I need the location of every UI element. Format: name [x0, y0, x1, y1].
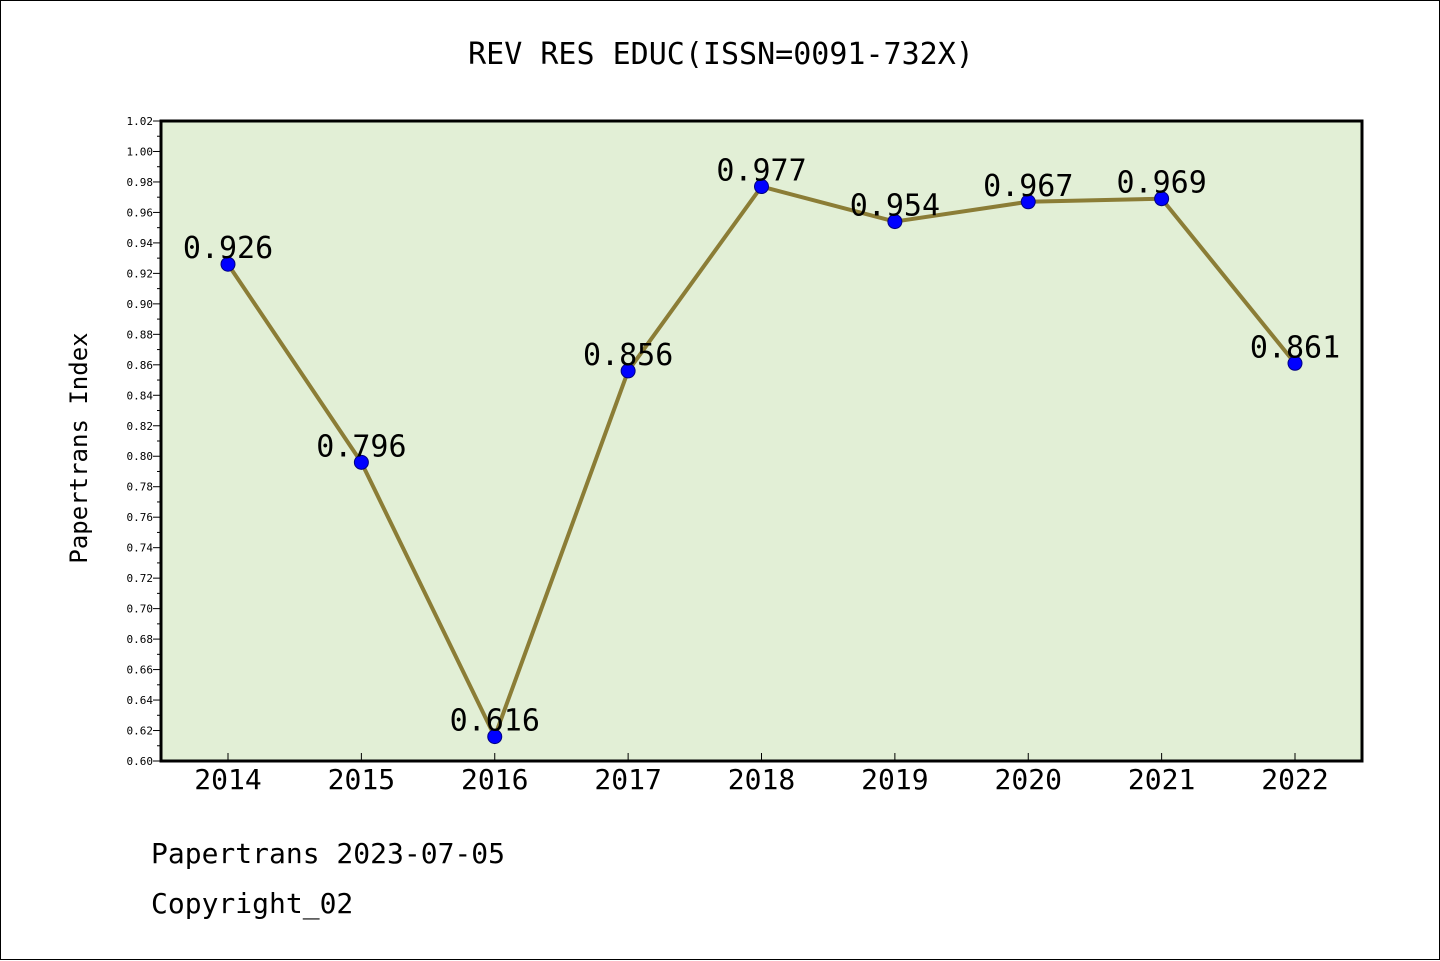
y-tick-label: 0.94 — [127, 237, 154, 250]
footer-date: Papertrans 2023-07-05 — [151, 837, 506, 870]
x-tick-label: 2022 — [1261, 763, 1328, 796]
data-label: 0.967 — [983, 169, 1073, 204]
y-axis-label: Papertrans Index — [65, 332, 93, 563]
y-tick-label: 0.76 — [127, 511, 154, 524]
data-label: 0.856 — [583, 338, 673, 373]
y-tick-label: 0.64 — [127, 694, 154, 707]
y-tick-label: 0.70 — [127, 603, 154, 616]
y-tick-label: 0.98 — [127, 176, 154, 189]
data-point — [887, 214, 903, 230]
y-tick-label: 0.62 — [127, 725, 154, 738]
y-tick-label: 0.74 — [127, 542, 154, 555]
y-tick-label: 1.02 — [127, 115, 154, 128]
y-tick-label: 0.72 — [127, 572, 154, 585]
y-tick-label: 0.84 — [127, 389, 154, 402]
data-label: 0.796 — [316, 429, 406, 464]
data-point — [353, 454, 369, 470]
x-tick-label: 2020 — [995, 763, 1062, 796]
y-tick-label: 0.66 — [127, 664, 154, 677]
data-label: 0.969 — [1116, 166, 1206, 201]
y-tick-label: 1.00 — [127, 145, 154, 158]
data-point — [1287, 355, 1303, 371]
x-tick-label: 2018 — [728, 763, 795, 796]
y-tick-label: 0.82 — [127, 420, 154, 433]
y-tick-label: 0.88 — [127, 328, 154, 341]
y-tick-label: 0.96 — [127, 206, 154, 219]
data-point — [487, 729, 503, 745]
y-tick-label: 0.86 — [127, 359, 154, 372]
y-tick-label: 0.78 — [127, 481, 154, 494]
x-tick-label: 2014 — [194, 763, 261, 796]
x-tick-label: 2017 — [594, 763, 661, 796]
y-tick-label: 0.60 — [127, 755, 154, 768]
data-point — [754, 179, 769, 195]
chart-title: REV RES EDUC(ISSN=0091-732X) — [468, 37, 974, 72]
y-tick-label: 0.80 — [127, 450, 154, 463]
plot-area — [159, 119, 1364, 763]
data-point — [620, 363, 636, 379]
data-point — [1020, 194, 1036, 210]
x-tick-label: 2015 — [328, 763, 395, 796]
data-label: 0.861 — [1250, 330, 1340, 365]
data-label: 0.926 — [183, 231, 273, 266]
y-tick-label: 0.92 — [127, 267, 154, 280]
data-point — [220, 256, 236, 272]
x-tick-label: 2016 — [461, 763, 528, 796]
y-tick-label: 0.68 — [127, 633, 154, 646]
x-tick-label: 2021 — [1128, 763, 1195, 796]
data-label: 0.954 — [850, 189, 940, 224]
data-point — [1154, 191, 1170, 207]
data-label: 0.616 — [450, 704, 540, 739]
y-tick-label: 0.90 — [127, 298, 154, 311]
x-tick-label: 2019 — [861, 763, 928, 796]
data-label: 0.977 — [716, 154, 806, 189]
footer-copyright: Copyright_02 — [151, 887, 354, 920]
